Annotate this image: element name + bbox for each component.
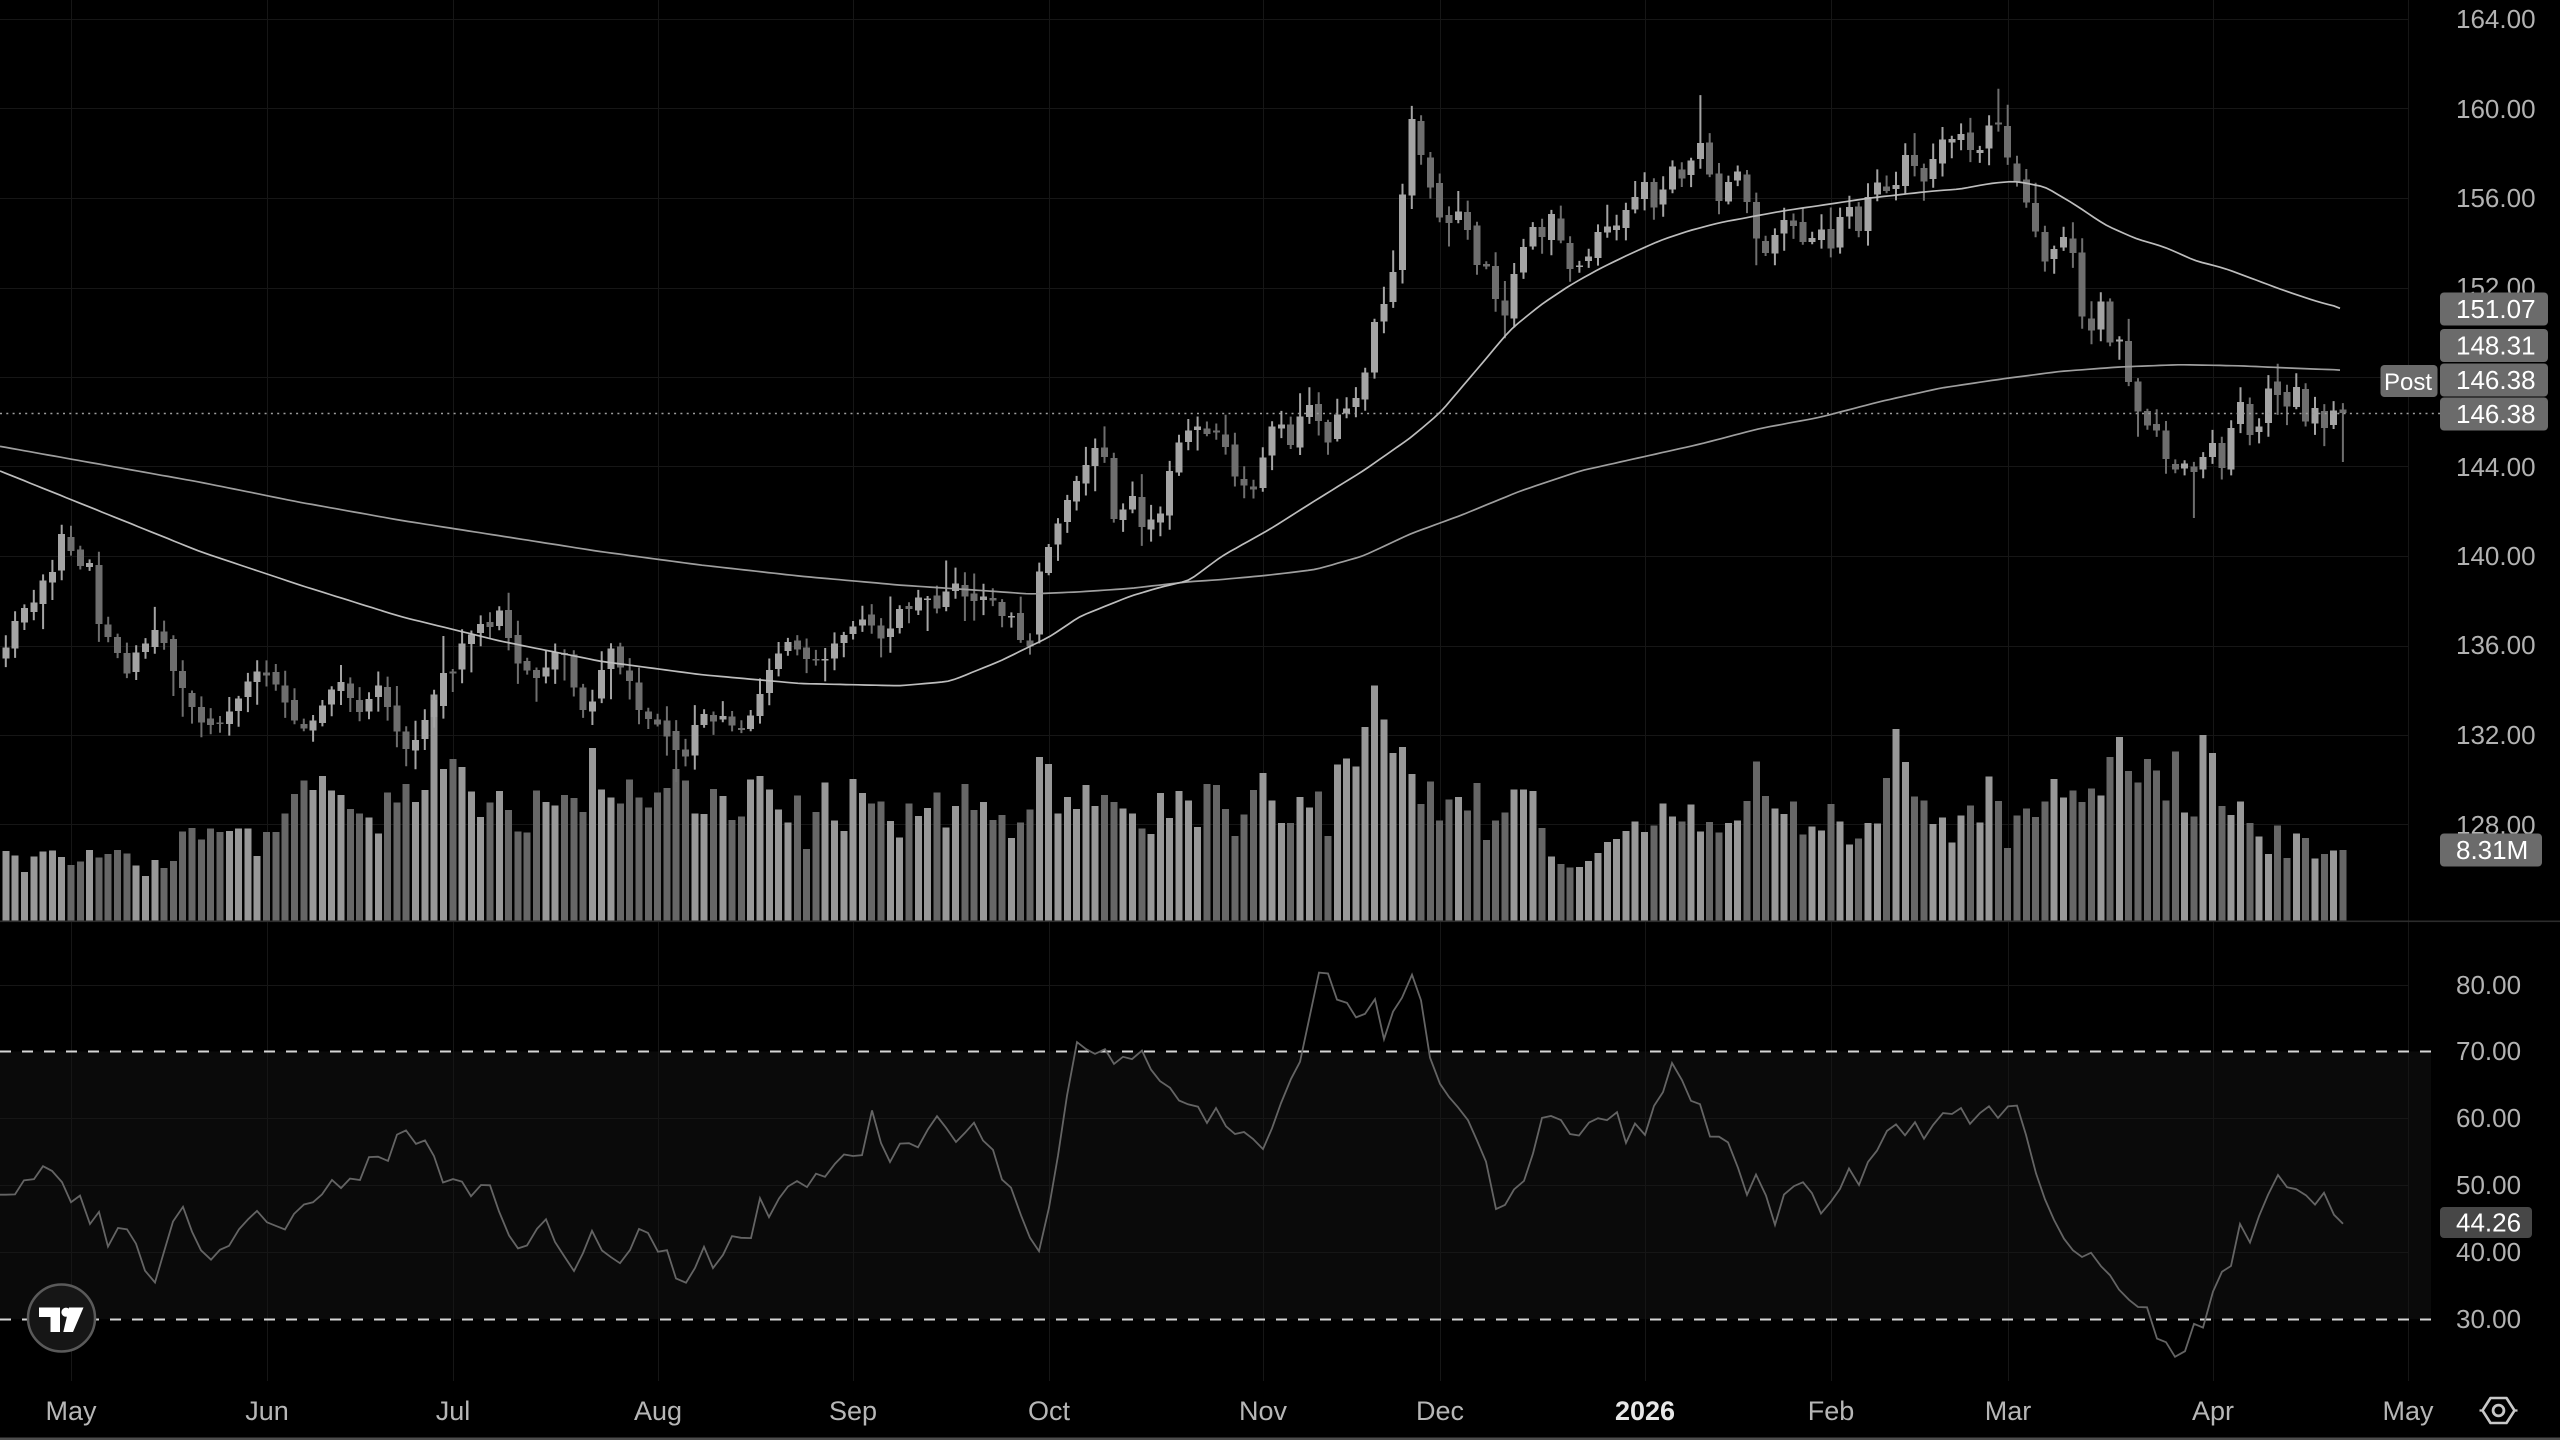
svg-text:156.00: 156.00 (2456, 183, 2536, 213)
svg-text:70.00: 70.00 (2456, 1036, 2521, 1066)
svg-text:144.00: 144.00 (2456, 452, 2536, 482)
svg-text:Aug: Aug (634, 1396, 682, 1426)
svg-text:May: May (2382, 1396, 2434, 1426)
svg-text:151.07: 151.07 (2456, 294, 2536, 324)
svg-text:50.00: 50.00 (2456, 1170, 2521, 1200)
svg-text:146.38: 146.38 (2456, 399, 2536, 429)
svg-text:40.00: 40.00 (2456, 1237, 2521, 1267)
svg-text:Jun: Jun (245, 1396, 289, 1426)
svg-text:164.00: 164.00 (2456, 4, 2536, 34)
svg-text:Mar: Mar (1985, 1396, 2032, 1426)
svg-text:Sep: Sep (829, 1396, 877, 1426)
svg-text:Post: Post (2384, 369, 2432, 396)
svg-text:148.31: 148.31 (2456, 331, 2536, 361)
svg-text:136.00: 136.00 (2456, 630, 2536, 660)
svg-text:44.26: 44.26 (2456, 1208, 2521, 1238)
svg-text:80.00: 80.00 (2456, 970, 2521, 1000)
svg-text:2026: 2026 (1615, 1396, 1675, 1426)
svg-text:May: May (45, 1396, 97, 1426)
svg-text:160.00: 160.00 (2456, 94, 2536, 124)
svg-text:Nov: Nov (1239, 1396, 1288, 1426)
svg-text:30.00: 30.00 (2456, 1304, 2521, 1334)
svg-text:146.38: 146.38 (2456, 365, 2536, 395)
svg-text:Oct: Oct (1028, 1396, 1071, 1426)
svg-text:Jul: Jul (436, 1396, 471, 1426)
svg-text:132.00: 132.00 (2456, 720, 2536, 750)
svg-text:Apr: Apr (2192, 1396, 2234, 1426)
svg-text:8.31M: 8.31M (2456, 835, 2528, 865)
svg-text:140.00: 140.00 (2456, 541, 2536, 571)
svg-text:Feb: Feb (1808, 1396, 1855, 1426)
svg-text:60.00: 60.00 (2456, 1103, 2521, 1133)
svg-text:Dec: Dec (1416, 1396, 1464, 1426)
